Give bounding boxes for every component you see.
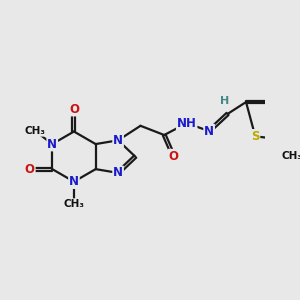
Text: N: N [69, 175, 79, 188]
Text: O: O [25, 163, 35, 176]
Text: N: N [47, 138, 57, 151]
Text: N: N [113, 134, 123, 147]
Text: CH₃: CH₃ [63, 199, 84, 209]
Text: S: S [251, 130, 260, 143]
Text: N: N [113, 167, 123, 179]
Text: O: O [169, 150, 178, 163]
Text: CH₃: CH₃ [282, 151, 300, 161]
Text: N: N [204, 124, 214, 138]
Text: O: O [69, 103, 79, 116]
Text: CH₃: CH₃ [25, 126, 46, 136]
Text: NH: NH [177, 117, 196, 130]
Text: H: H [220, 96, 230, 106]
